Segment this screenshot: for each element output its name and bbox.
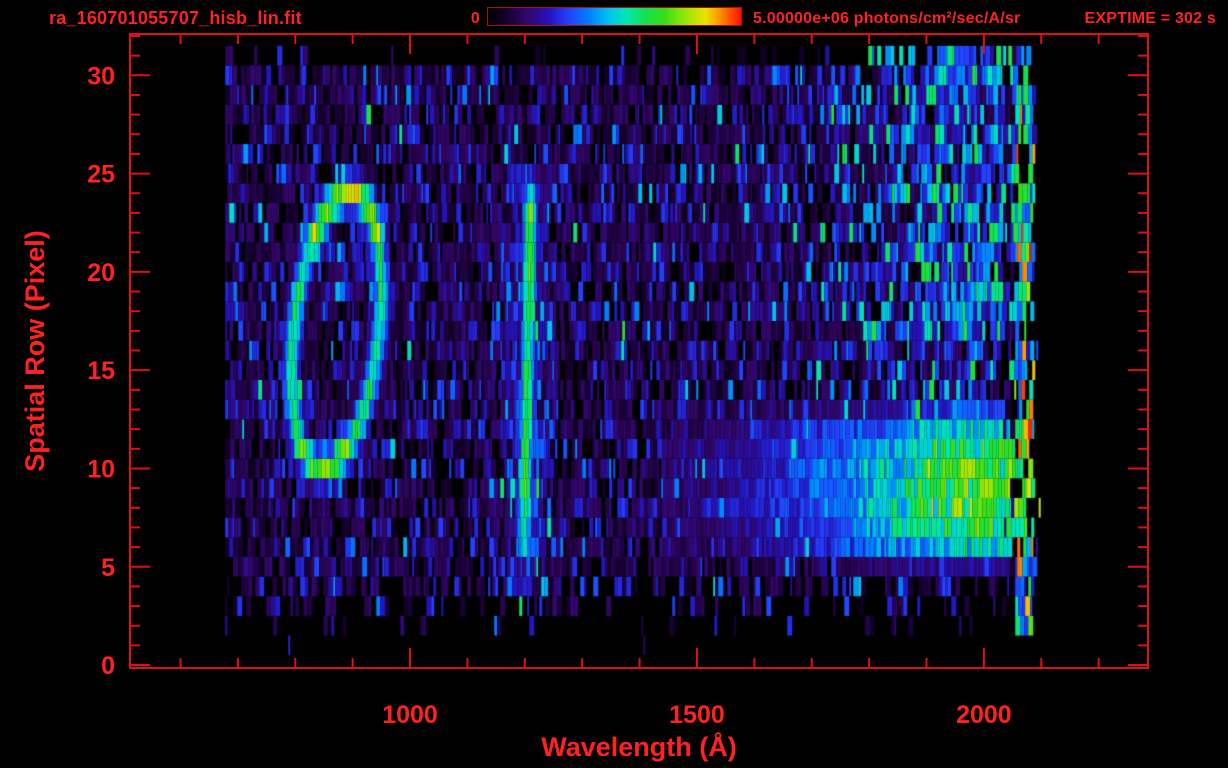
svg-text:2000: 2000 — [956, 701, 1012, 729]
exptime-label: EXPTIME = 302 s — [1084, 10, 1216, 27]
svg-text:15: 15 — [87, 357, 115, 385]
colorbar-min-label: 0 — [470, 10, 480, 27]
colorbar-max-label: 5.00000e+06 photons/cm²/sec/A/sr — [753, 10, 1021, 27]
svg-text:30: 30 — [87, 62, 115, 90]
svg-text:10: 10 — [87, 455, 115, 483]
svg-text:1500: 1500 — [669, 701, 725, 729]
svg-text:Wavelength (Å): Wavelength (Å) — [541, 731, 737, 762]
svg-text:Spatial Row (Pixel): Spatial Row (Pixel) — [20, 230, 50, 472]
svg-text:1000: 1000 — [382, 701, 438, 729]
colorbar — [487, 7, 742, 26]
svg-text:25: 25 — [87, 161, 115, 189]
svg-text:5: 5 — [101, 554, 115, 582]
svg-text:20: 20 — [87, 259, 115, 287]
file-title: ra_160701055707_hisb_lin.fit — [49, 8, 302, 28]
svg-text:0: 0 — [101, 652, 115, 680]
